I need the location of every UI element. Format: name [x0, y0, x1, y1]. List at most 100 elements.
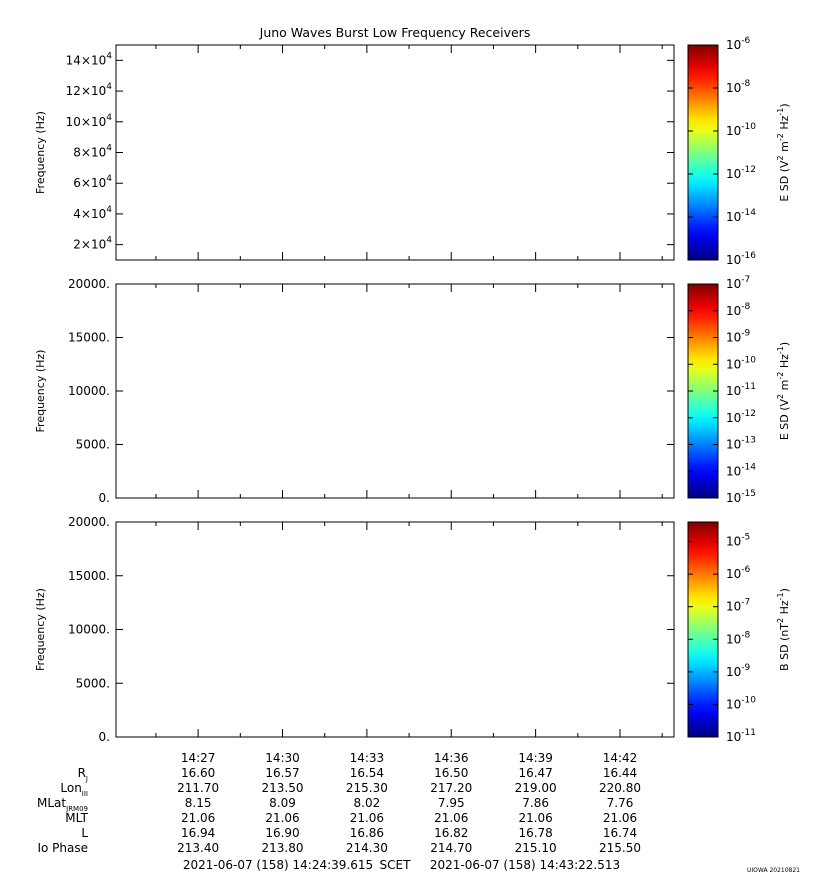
- ephemeris-row-label: LonIII: [60, 781, 88, 798]
- y-tick-label: 14×104: [66, 51, 113, 67]
- y-tick-label: 10000.: [68, 384, 110, 398]
- ephemeris-value: 21.06: [434, 811, 468, 825]
- ephemeris-value: 213.80: [262, 841, 304, 855]
- colorbar-tick-label: 10-13: [726, 436, 756, 452]
- y-axis-label: Frequency (Hz): [34, 588, 47, 671]
- y-tick-label: 5000.: [76, 676, 110, 690]
- y-axis-label: Frequency (Hz): [34, 350, 47, 433]
- figure-title: Juno Waves Burst Low Frequency Receivers: [259, 25, 531, 40]
- colorbar-tick-label: 10-11: [726, 728, 756, 744]
- ephemeris-value: 16.78: [518, 826, 552, 840]
- y-tick-label: 6×104: [73, 174, 112, 190]
- ephemeris-value: 21.06: [181, 811, 215, 825]
- ephemeris-value: 16.57: [265, 766, 299, 780]
- y-tick-label: 20000.: [68, 515, 110, 529]
- colorbar-tick-label: 10-5: [726, 533, 750, 549]
- ephemeris-value: 214.70: [430, 841, 472, 855]
- ephemeris-value: 21.06: [265, 811, 299, 825]
- colorbar: [687, 44, 719, 261]
- ephemeris-row-label: RJ: [78, 766, 88, 783]
- ephemeris-value: 220.80: [599, 781, 641, 795]
- ephemeris-value: 215.50: [599, 841, 641, 855]
- time-tick-label: 14:33: [350, 751, 385, 765]
- ephemeris-value: 16.94: [181, 826, 215, 840]
- ephemeris-value: 8.02: [354, 796, 381, 810]
- time-tick-label: 14:42: [603, 751, 638, 765]
- y-tick-label: 4×104: [73, 205, 112, 221]
- colorbar-tick-label: 10-15: [726, 489, 756, 505]
- time-tick-label: 14:30: [265, 751, 300, 765]
- ephemeris-value: 7.95: [438, 796, 465, 810]
- colorbar-tick-label: 10-9: [726, 329, 751, 345]
- colorbar-tick-label: 10-11: [726, 382, 756, 398]
- colorbar-tick-label: 10-10: [726, 355, 756, 371]
- colorbar-tick-label: 10-10: [726, 695, 756, 711]
- colorbar-tick-label: 10-14: [726, 462, 756, 478]
- colorbar-tick-label: 10-16: [726, 251, 756, 267]
- ephemeris-value: 215.10: [515, 841, 557, 855]
- y-tick-label: 5000.: [76, 438, 110, 452]
- colorbar-tick-label: 10-8: [726, 630, 751, 646]
- y-tick-label: 0.: [99, 491, 110, 505]
- y-tick-label: 12×104: [66, 82, 113, 98]
- scet-label: SCET: [380, 858, 412, 872]
- time-tick-label: 14:36: [434, 751, 469, 765]
- colorbar-tick-label: 10-7: [726, 275, 750, 291]
- ephemeris-value: 217.20: [430, 781, 472, 795]
- panel-frame: [115, 283, 675, 499]
- ephemeris-value: 16.82: [434, 826, 468, 840]
- colorbar-tick-label: 10-9: [726, 663, 751, 679]
- colorbar-tick-label: 10-12: [726, 409, 756, 425]
- panel-2: 0. 5000. 10000. 15000. 20000. Frequency (Hz) 1…: [34, 275, 791, 505]
- y-tick-label: 10×104: [66, 113, 113, 129]
- colorbar-tick-label: 10-10: [726, 122, 756, 138]
- colorbar-tick-label: 10-8: [726, 302, 751, 318]
- panel-frame: [115, 521, 675, 738]
- panel-1: 2×104 4×104 6×104 8×104 10×104 12×104 14×104 Fr…: [34, 36, 791, 267]
- colorbar-label: B SD (nT2 Hz-1): [776, 588, 791, 671]
- colorbar-label: E SD (V2 m-2 Hz-1): [776, 103, 791, 201]
- ephemeris-value: 16.60: [181, 766, 215, 780]
- ephemeris-value: 16.54: [350, 766, 384, 780]
- colorbar-tick-label: 10-8: [726, 79, 751, 95]
- colorbar-tick-label: 10-7: [726, 598, 750, 614]
- y-tick-label: 20000.: [68, 277, 110, 291]
- ephemeris-value: 219.00: [515, 781, 557, 795]
- colorbar: [687, 521, 719, 738]
- y-tick-label: 15000.: [68, 569, 110, 583]
- colorbar-tick-label: 10-6: [726, 565, 751, 581]
- ephemeris-value: 7.76: [607, 796, 634, 810]
- colorbar-tick-label: 10-6: [726, 36, 751, 52]
- footer-note: UIOWA 20210821: [747, 867, 800, 874]
- ephemeris-value: 211.70: [177, 781, 219, 795]
- ephemeris-row-label: L: [81, 826, 88, 840]
- scet-end: 2021-06-07 (158) 14:43:22.513: [430, 858, 620, 872]
- colorbar-tick-label: 10-14: [726, 208, 756, 224]
- y-tick-label: 0.: [99, 730, 110, 744]
- y-tick-label: 10000.: [68, 623, 110, 637]
- ephemeris-value: 7.86: [522, 796, 549, 810]
- colorbar-label: E SD (V2 m-2 Hz-1): [776, 342, 791, 440]
- y-tick-label: 2×104: [73, 236, 112, 252]
- ephemeris-value: 215.30: [346, 781, 388, 795]
- ephemeris-value: 21.06: [603, 811, 637, 825]
- panel-3: 0. 5000. 10000. 15000. 20000. Frequency (Hz) 1…: [34, 515, 791, 744]
- colorbar-tick-label: 10-12: [726, 165, 756, 181]
- ephemeris-value: 214.30: [346, 841, 388, 855]
- ephemeris-row-label: MLT: [65, 811, 88, 825]
- ephemeris-value: 16.50: [434, 766, 468, 780]
- time-tick-label: 14:39: [518, 751, 553, 765]
- ephemeris-row-label: Io Phase: [37, 841, 88, 855]
- ephemeris-value: 213.50: [262, 781, 304, 795]
- panel-frame: [115, 44, 675, 261]
- ephemeris-value: 16.90: [265, 826, 299, 840]
- y-tick-label: 15000.: [68, 331, 110, 345]
- ephemeris-value: 16.74: [603, 826, 637, 840]
- time-tick-label: 14:27: [181, 751, 216, 765]
- y-axis-label: Frequency (Hz): [34, 111, 47, 194]
- ephemeris-value: 8.15: [185, 796, 212, 810]
- ephemeris-value: 16.47: [518, 766, 552, 780]
- ephemeris-row-label: MLatJRM09: [37, 796, 88, 813]
- ephemeris-value: 16.86: [350, 826, 384, 840]
